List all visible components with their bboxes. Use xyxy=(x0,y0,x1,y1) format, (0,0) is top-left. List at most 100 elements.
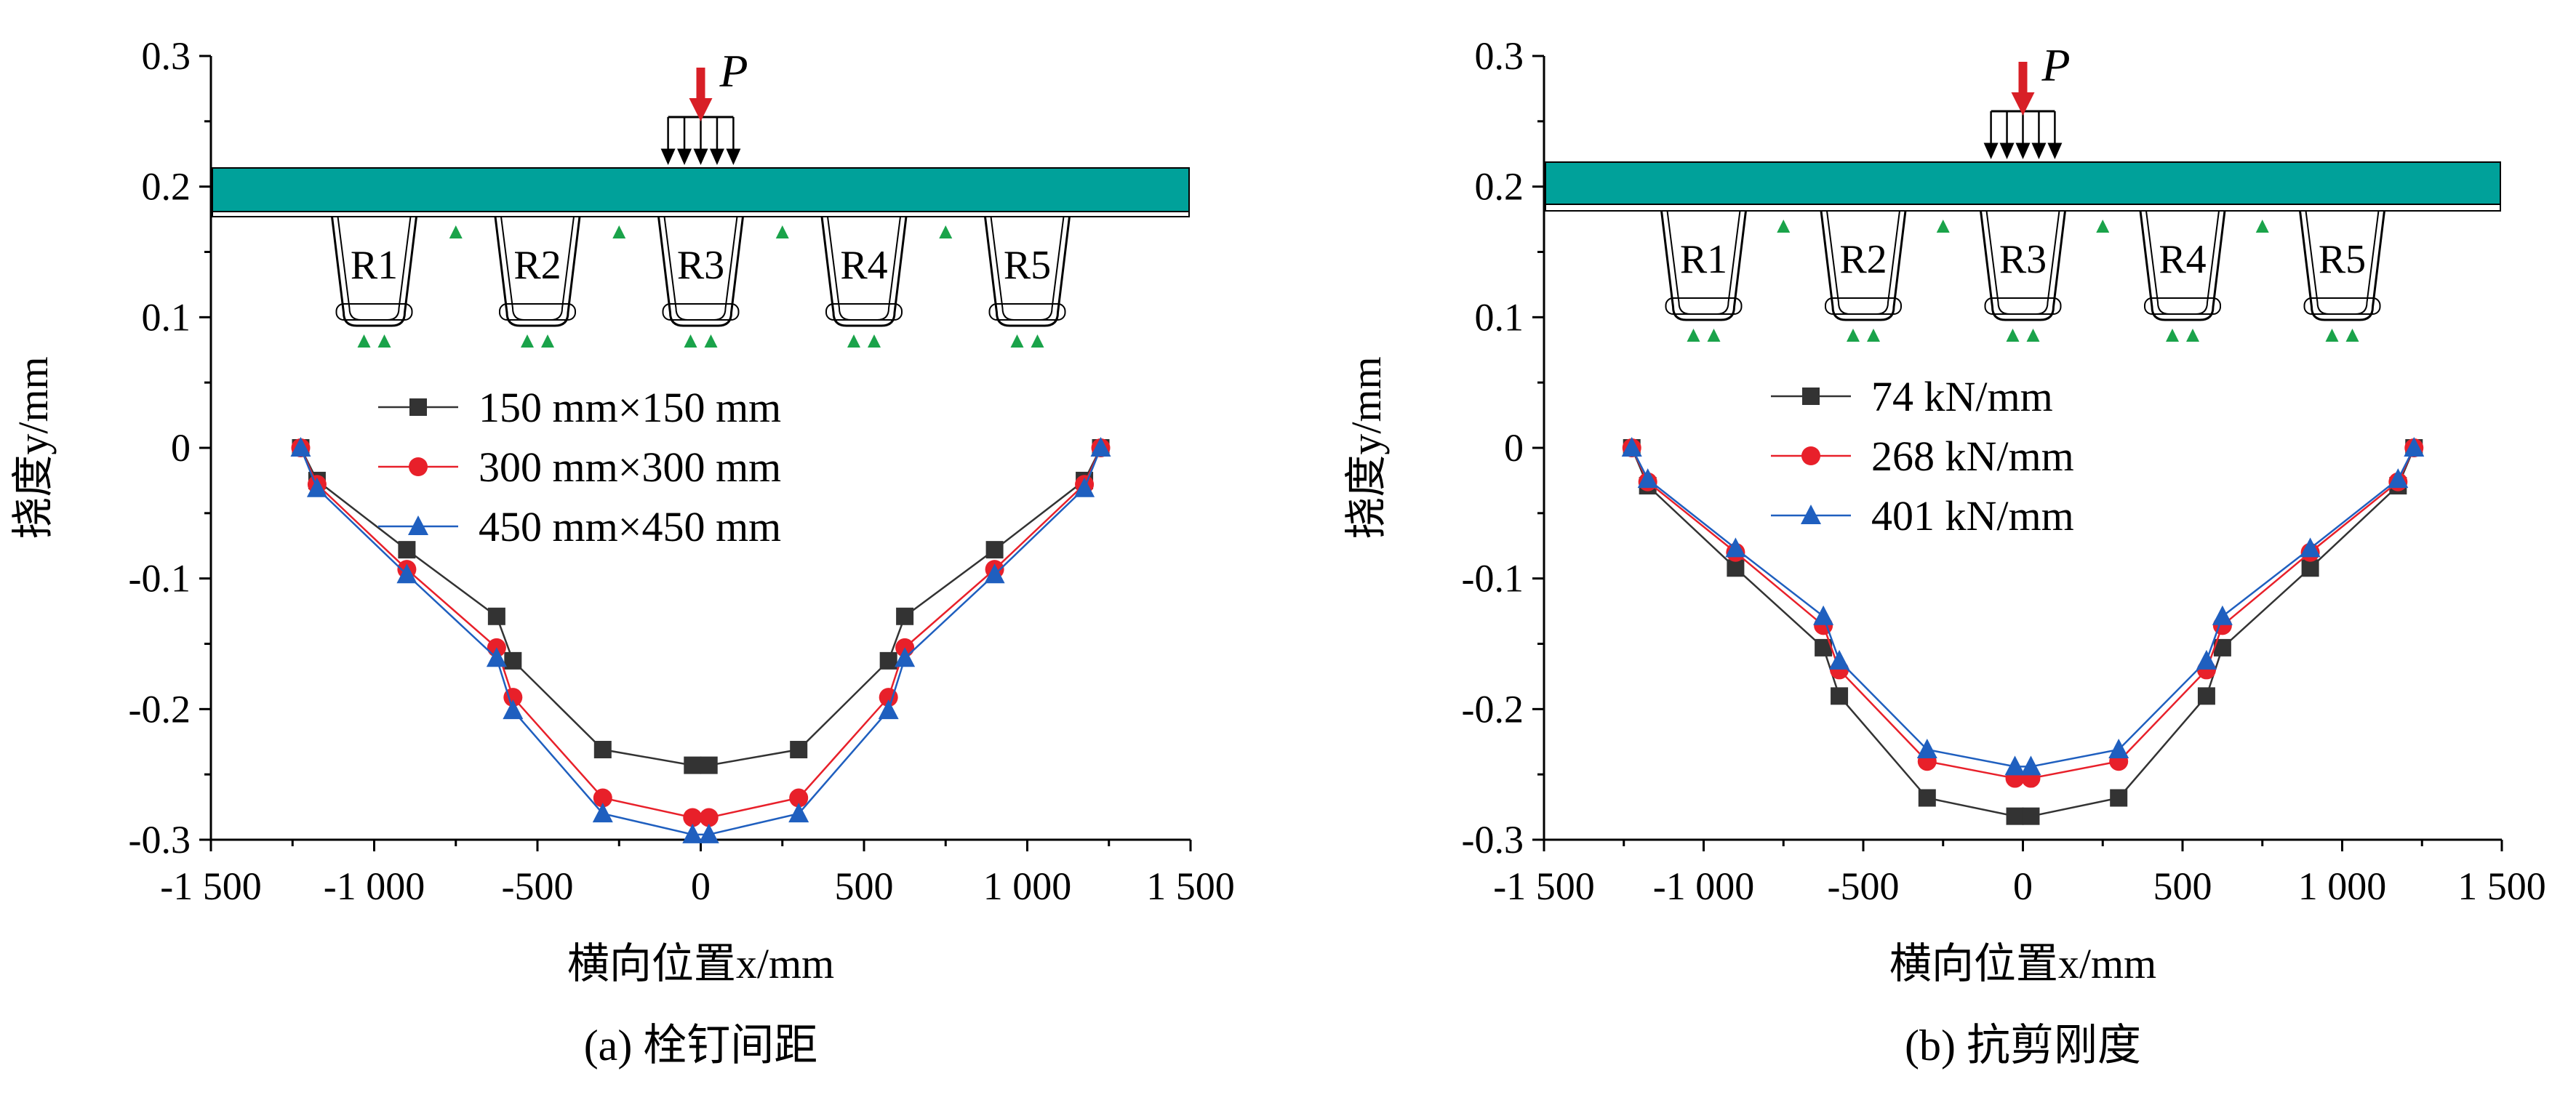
girder-bottom-flange xyxy=(988,303,1066,321)
bridge-cross-section: R1 R2 R3 R4 R5 P xyxy=(1545,39,2501,342)
data-point-series-2 xyxy=(2108,739,2129,759)
figure-caption: (b) 抗剪刚度 xyxy=(1905,1021,2141,1069)
data-point-series-2 xyxy=(290,437,311,457)
steel-girder-outline xyxy=(2139,210,2226,321)
legend-marker xyxy=(1801,446,1820,465)
steel-girder-outline xyxy=(2299,210,2385,321)
data-point-series-2 xyxy=(2196,649,2217,670)
data-point-series-2 xyxy=(1725,537,1746,558)
girder-bottom-flange xyxy=(335,303,413,321)
support-bearing xyxy=(868,334,881,348)
figure-caption: (a) 栓钉间距 xyxy=(584,1021,818,1069)
support-bearing xyxy=(1031,334,1044,348)
data-point-series-0 xyxy=(1918,789,1936,807)
legend-marker xyxy=(409,398,427,416)
point-load-arrowhead xyxy=(2011,92,2035,116)
y-axis-title: 挠度y/mm xyxy=(1343,356,1390,539)
data-point-series-1 xyxy=(683,808,703,827)
support-bearing xyxy=(1010,334,1024,348)
support-bearing xyxy=(541,334,554,348)
data-point-series-2 xyxy=(1090,437,1111,457)
series-line-0 xyxy=(300,447,1102,766)
support-bearing xyxy=(1687,329,1700,342)
data-point-series-2 xyxy=(698,823,719,843)
series-line-2 xyxy=(300,447,1102,836)
steel-girder-outline xyxy=(1980,210,2066,321)
girder-bottom-flange xyxy=(1984,297,2062,315)
x-tick-label: -500 xyxy=(502,864,574,908)
x-tick-label: 1 500 xyxy=(1146,864,1235,908)
x-tick-label: -1 500 xyxy=(1493,864,1594,908)
y-tick-label: 0.1 xyxy=(1475,295,1524,339)
legend-label: 401 kN/mm xyxy=(1871,492,2074,539)
y-tick-label: -0.3 xyxy=(129,818,191,862)
y-tick-label: -0.2 xyxy=(129,687,191,731)
x-tick-label: 0 xyxy=(2013,864,2033,908)
girder-label: R4 xyxy=(840,243,887,288)
data-point-series-2 xyxy=(306,477,327,497)
data-point-series-2 xyxy=(2300,537,2321,558)
intermediate-marker xyxy=(449,225,463,238)
data-point-series-0 xyxy=(2110,789,2128,807)
support-bearing xyxy=(357,334,371,348)
girder-bottom-flange xyxy=(1665,297,1743,315)
legend-label: 150 mm×150 mm xyxy=(479,384,781,431)
data-point-series-2 xyxy=(878,699,899,720)
y-tick-label: -0.1 xyxy=(129,557,191,601)
x-tick-label: -500 xyxy=(1828,864,1900,908)
data-point-series-2 xyxy=(1621,437,1642,457)
support-bearing xyxy=(1847,329,1860,342)
data-point-series-2 xyxy=(2004,755,2025,776)
x-tick-label: 0 xyxy=(691,864,711,908)
support-bearing xyxy=(704,334,718,348)
data-point-series-2 xyxy=(1813,605,1834,625)
legend-marker xyxy=(1802,388,1820,405)
girder-label: R1 xyxy=(351,243,398,288)
girder-label: R4 xyxy=(2159,237,2206,282)
data-point-series-2 xyxy=(895,647,916,667)
data-point-series-0 xyxy=(684,756,702,774)
intermediate-marker xyxy=(939,225,953,238)
girder-bottom-flange xyxy=(2303,297,2381,315)
data-point-series-2 xyxy=(2388,468,2409,489)
data-point-series-2 xyxy=(503,699,524,720)
data-point-series-0 xyxy=(896,607,914,625)
data-point-series-0 xyxy=(2006,807,2024,825)
data-point-series-0 xyxy=(1727,559,1745,577)
y-tick-label: -0.3 xyxy=(1462,818,1524,862)
data-point-series-0 xyxy=(985,541,1004,559)
support-bearing xyxy=(2345,329,2359,342)
y-tick-label: 0.3 xyxy=(1475,34,1524,78)
data-point-series-0 xyxy=(879,651,897,670)
girder-bottom-flange xyxy=(2144,297,2221,315)
y-tick-label: -0.1 xyxy=(1462,557,1524,601)
intermediate-marker xyxy=(2255,220,2269,233)
data-point-series-2 xyxy=(1916,739,1937,759)
support-bearing xyxy=(2006,329,2020,342)
x-tick-label: 1 000 xyxy=(2298,864,2387,908)
intermediate-marker xyxy=(1936,220,1950,233)
data-point-series-2 xyxy=(486,647,507,667)
y-tick-label: 0.3 xyxy=(142,34,191,78)
point-load-arrowhead xyxy=(689,98,713,121)
chart-panel-a: -1 500 -1 000 -500 0 500 1 000 1 500 0.3 0.2 0.1 0… xyxy=(9,34,1235,1069)
support-bearing xyxy=(1707,329,1721,342)
intermediate-marker xyxy=(2096,220,2110,233)
data-point-series-0 xyxy=(504,651,522,670)
data-point-series-0 xyxy=(398,541,416,559)
y-axis-title: 挠度y/mm xyxy=(9,356,57,539)
x-tick-label: -1 000 xyxy=(324,864,425,908)
concrete-deck xyxy=(212,167,1190,212)
data-point-series-1 xyxy=(789,788,809,808)
y-tick-label: 0.1 xyxy=(142,295,191,339)
x-axis-title: 横向位置x/mm xyxy=(567,940,834,987)
data-point-series-0 xyxy=(2022,807,2040,825)
data-point-series-2 xyxy=(592,803,613,823)
steel-top-plate xyxy=(212,211,1190,217)
girder-label: R2 xyxy=(513,243,561,288)
x-axis-title: 横向位置x/mm xyxy=(1889,940,2156,987)
intermediate-marker xyxy=(612,225,626,238)
concrete-deck xyxy=(1545,161,2501,205)
x-tick-label: 500 xyxy=(835,864,894,908)
